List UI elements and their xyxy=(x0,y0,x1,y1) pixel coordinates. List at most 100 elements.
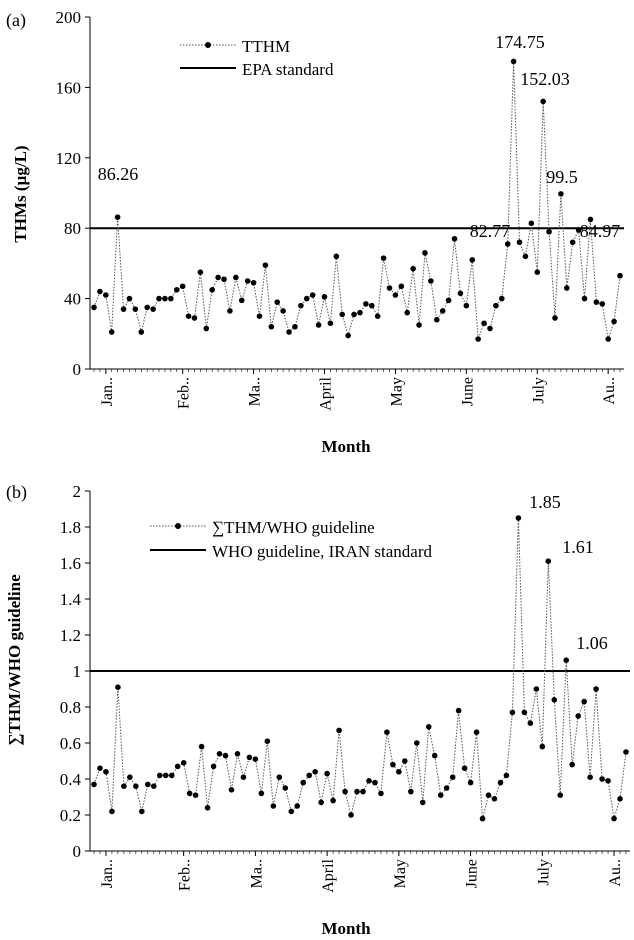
panel-a-data-point xyxy=(528,220,535,227)
panel-a-data-point xyxy=(498,295,505,302)
panel-a-data-point xyxy=(363,301,369,307)
panel-a-data-point xyxy=(404,309,411,316)
panel-b-data-point xyxy=(402,758,408,764)
panel-a-data-point xyxy=(292,323,298,330)
panel-a-y-tick-label-4: 160 xyxy=(56,78,82,97)
panel-a-data-point xyxy=(244,278,251,284)
panel-a-data-point xyxy=(262,262,269,268)
panel-a-data-point xyxy=(416,322,422,328)
panel-a-data-point xyxy=(546,228,552,235)
panel-a-data-point xyxy=(605,336,611,342)
panel-b-y-tick-label-5: 1 xyxy=(73,662,82,681)
panel-b-data-point xyxy=(133,783,139,789)
panel-b-data-point xyxy=(234,751,241,757)
panel-a-data-point xyxy=(422,250,428,256)
panel-b-data-point xyxy=(91,781,97,788)
panel-a-x-tick-label-3: April xyxy=(317,376,334,410)
panel-b-legend-label-1: WHO guideline, IRAN standard xyxy=(212,542,433,561)
panel-b-data-point xyxy=(312,769,318,775)
panel-b-data-point xyxy=(425,724,432,730)
panel-b-y-tick-label-8: 1.6 xyxy=(60,554,81,573)
panel-a-x-tick-label-4: May xyxy=(388,377,405,406)
panel-a-annotation-4: 99.5 xyxy=(546,167,578,187)
panel-a-data-point xyxy=(185,313,192,320)
panel-b-data-point xyxy=(282,785,289,791)
panel-b-data-point xyxy=(156,772,163,779)
panel-b-data-point xyxy=(174,763,181,770)
panel-a-data-point xyxy=(227,308,233,314)
panel-b-data-point xyxy=(192,792,199,798)
panel-a-data-point xyxy=(138,329,145,335)
panel-a-data-point xyxy=(386,285,393,291)
panel-b-data-point xyxy=(276,774,283,780)
panel-b-data-point xyxy=(408,788,414,795)
panel-b-data-point xyxy=(569,761,576,768)
panel-a-data-point xyxy=(587,216,594,223)
panel-a-data-point xyxy=(156,295,162,302)
panel-b-data-point xyxy=(210,763,217,770)
panel-b-data-point xyxy=(97,765,103,771)
panel-b-data-point xyxy=(515,515,522,521)
panel-a-data-point xyxy=(558,191,564,197)
panel-b-data-point xyxy=(264,738,271,744)
panel-a-data-point xyxy=(451,235,458,242)
panel-b-data-point xyxy=(162,772,169,779)
panel-a-y-title: THMs (µg/L) xyxy=(11,145,30,242)
panel-b-data-point xyxy=(485,792,492,798)
panel-b-data-point xyxy=(521,709,528,716)
panel-b-data-point xyxy=(348,812,354,818)
panel-b-data-point xyxy=(168,772,175,779)
panel-b-data-point xyxy=(378,790,384,797)
panel-a-data-point xyxy=(280,308,286,314)
panel-b-data-point xyxy=(623,749,629,755)
panel-b-x-tick-label-6: July xyxy=(535,859,552,886)
panel-a-data-point xyxy=(209,287,216,293)
panel-a-data-point xyxy=(439,308,446,314)
panel-b-y-tick-label-0: 0 xyxy=(73,842,82,861)
panel-b-data-point xyxy=(180,760,187,766)
panel-a-data-point xyxy=(564,285,570,291)
panel-b-x-tick-label-3: April xyxy=(320,858,337,892)
panel-b-data-point xyxy=(222,752,229,759)
panel-b-data-point xyxy=(449,774,456,780)
panel-a-data-point xyxy=(339,311,346,318)
panel-b-y-title: ∑THM/WHO guideline xyxy=(5,574,24,746)
panel-b-plot: 0 0.2 0.4 0.6 0.8 1 1.2 1.4 1.6 1.8 2 Jan.. Feb.. Ma.… xyxy=(60,482,630,893)
panel-a-data-point xyxy=(540,98,546,105)
panel-a-x-tick-label-6: July xyxy=(530,377,547,404)
panel-a-data-point xyxy=(309,292,316,298)
panel-a-label: (a) xyxy=(6,10,26,31)
panel-b-data-point xyxy=(342,788,348,795)
panel-a-data-point xyxy=(510,58,517,65)
panel-b-y-tick-label-3: 0.6 xyxy=(60,734,81,753)
panel-b-x-tick-label-1: Feb.. xyxy=(177,859,194,891)
panel-a-data-point xyxy=(398,283,405,290)
panel-a-data-point xyxy=(327,320,334,327)
panel-a-data-point xyxy=(215,274,221,281)
panel-a-data-point xyxy=(221,276,227,283)
panel-a-y-tick-label-2: 80 xyxy=(64,219,81,238)
panel-a-data-point xyxy=(475,336,481,342)
panel-a-data-point xyxy=(108,329,115,335)
panel-a-data-point xyxy=(457,290,464,297)
panel-a-x-tick-label-7: Au.. xyxy=(601,377,618,405)
panel-b-data-point xyxy=(491,796,498,802)
panel-b-data-point xyxy=(366,778,372,784)
panel-a-plot: 0 40 80 120 160 200 Jan.. Feb.. Ma.. April May June… xyxy=(56,8,624,411)
panel-b-data-point xyxy=(336,727,342,734)
panel-b-x-title: Month xyxy=(321,919,371,938)
panel-a-legend-marker-0 xyxy=(205,42,211,48)
panel-a-data-point xyxy=(611,318,617,325)
panel-b-data-point xyxy=(246,754,253,761)
panel-b-y-tick-label-2: 0.4 xyxy=(60,770,82,789)
panel-a-data-point xyxy=(380,255,387,261)
panel-b-legend-label-0: ∑THM/WHO guideline xyxy=(212,518,375,537)
panel-a-annotation-2: 152.03 xyxy=(520,69,570,89)
panel-b-data-point xyxy=(198,743,205,750)
panel-a-data-point xyxy=(120,306,127,312)
panel-a-data-point xyxy=(256,313,263,320)
panel-a-data-point xyxy=(534,269,541,276)
panel-b-data-point xyxy=(503,772,510,779)
panel-a-data-point xyxy=(345,332,351,339)
panel-a-data-point xyxy=(569,239,576,246)
